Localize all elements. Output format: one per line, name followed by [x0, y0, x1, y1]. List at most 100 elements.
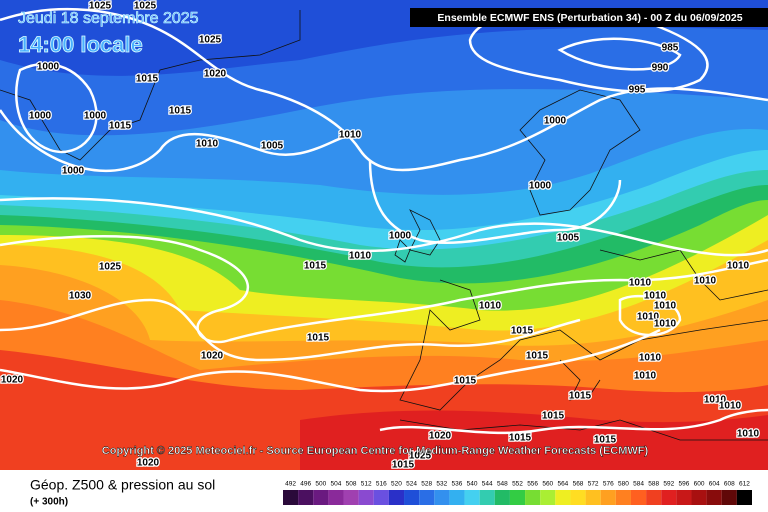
isobar-label: 1025: [89, 1, 112, 12]
isobar-label: 1000: [544, 116, 567, 127]
scale-swatch: [509, 490, 526, 505]
isobar-label: 995: [629, 85, 646, 96]
scale-swatch: [646, 490, 662, 505]
isobar-label: 1010: [196, 139, 219, 150]
scale-label: 580: [618, 481, 629, 488]
isobar-label: 1010: [719, 401, 742, 412]
isobar-label: 1020: [201, 351, 224, 362]
scale-label: 536: [452, 481, 463, 488]
isobar-label: 1015: [542, 411, 565, 422]
scale-label: 528: [421, 481, 432, 488]
scale-label: 584: [633, 481, 644, 488]
scale-swatch: [615, 490, 631, 505]
isobar-label: 1015: [511, 326, 534, 337]
isobar-label: 1010: [654, 319, 677, 330]
forecast-time: 14:00 locale: [18, 32, 143, 57]
isobar-label: 1015: [109, 121, 132, 132]
isobar-label: 1020: [1, 375, 24, 386]
scale-label: 560: [542, 481, 553, 488]
scale-swatch: [661, 490, 677, 505]
isobar-label: 1010: [634, 371, 657, 382]
scale-label: 608: [724, 481, 735, 488]
scale-label: 564: [557, 481, 568, 488]
scale-label: 604: [709, 481, 720, 488]
isobar-label: 1025: [134, 1, 157, 12]
scale-swatch: [358, 490, 374, 505]
isobar-label: 1015: [594, 435, 617, 446]
scale-label: 600: [694, 481, 705, 488]
isobar-label: 1010: [339, 130, 362, 141]
isobar-label: 1025: [409, 451, 432, 462]
scale-swatch: [630, 490, 647, 505]
scale-label: 524: [406, 481, 417, 488]
scale-label: 508: [346, 481, 357, 488]
isobar-label: 1000: [84, 111, 107, 122]
color-scale: 492 496 500 504 508 512 516 520 524 528 532 536 540 5…: [283, 481, 752, 505]
scale-swatch: [721, 490, 737, 505]
isobar-label: 1010: [694, 276, 717, 287]
scale-swatch: [525, 490, 541, 505]
isobar-label: 1010: [349, 251, 372, 262]
scale-label: 516: [376, 481, 387, 488]
model-info: Ensemble ECMWF ENS (Perturbation 34) - 0…: [437, 12, 742, 24]
scale-swatch: [404, 490, 420, 505]
isobar-label: 1010: [639, 353, 662, 364]
isobar-label: 1000: [37, 62, 60, 73]
scale-label: 504: [331, 481, 342, 488]
scale-swatch: [736, 490, 752, 505]
legend-title: Géop. Z500 & pression au sol: [30, 477, 215, 493]
isobar-label: 1025: [199, 35, 222, 46]
scale-swatch: [464, 490, 480, 505]
scale-label: 556: [527, 481, 538, 488]
scale-label: 512: [361, 481, 372, 488]
scale-swatch: [479, 490, 495, 505]
isobar-label: 1020: [137, 458, 160, 469]
isobar-label: 1010: [479, 301, 502, 312]
scale-label: 532: [436, 481, 447, 488]
isobar-label: 1015: [169, 106, 192, 117]
isobars: [0, 7, 768, 435]
isobar-label: 1010: [654, 301, 677, 312]
isobar-label: 1010: [727, 261, 750, 272]
scale-label: 540: [467, 481, 478, 488]
scale-swatch: [419, 490, 435, 505]
scale-swatch: [373, 490, 389, 505]
scale-swatch: [434, 490, 450, 505]
isobar-label: 1015: [136, 74, 159, 85]
isobar-label: 1015: [569, 391, 592, 402]
isobar-label: 1015: [307, 333, 330, 344]
scale-label: 492: [285, 481, 296, 488]
scale-label: 544: [482, 481, 493, 488]
model-banner: [410, 8, 768, 27]
scale-label: 592: [663, 481, 674, 488]
isobar-label: 1015: [454, 376, 477, 387]
isobar-label: 1000: [389, 231, 412, 242]
scale-swatch: [283, 490, 299, 505]
isobar-label: 1000: [62, 166, 85, 177]
scale-swatch: [328, 490, 344, 505]
scale-swatch: [570, 490, 586, 505]
isobar-label: 1010: [637, 312, 660, 323]
scale-label: 612: [739, 481, 750, 488]
scale-swatch: [600, 490, 616, 505]
isobar-label: 1010: [644, 291, 667, 302]
scale-swatch: [555, 490, 571, 505]
scale-swatch: [706, 490, 722, 505]
forecast-lead: (+ 300h): [30, 497, 68, 508]
isobar-label: 1010: [737, 429, 760, 440]
isobar-label: 1010: [629, 278, 652, 289]
scale-label: 552: [512, 481, 523, 488]
isobar-label: 1030: [69, 291, 92, 302]
isobar-label: 1015: [509, 433, 532, 444]
scale-label: 588: [648, 481, 659, 488]
scale-swatch: [449, 490, 465, 505]
isobar-label: 985: [662, 43, 679, 54]
isobar-label: 1005: [557, 233, 580, 244]
isobar-label: 1015: [392, 460, 415, 471]
scale-label: 500: [315, 481, 326, 488]
isobar-label: 1010: [704, 395, 727, 406]
isobar-label: 1015: [526, 351, 549, 362]
scale-label: 596: [678, 481, 689, 488]
